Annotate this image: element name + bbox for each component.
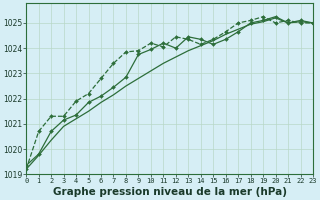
X-axis label: Graphe pression niveau de la mer (hPa): Graphe pression niveau de la mer (hPa) — [52, 187, 287, 197]
